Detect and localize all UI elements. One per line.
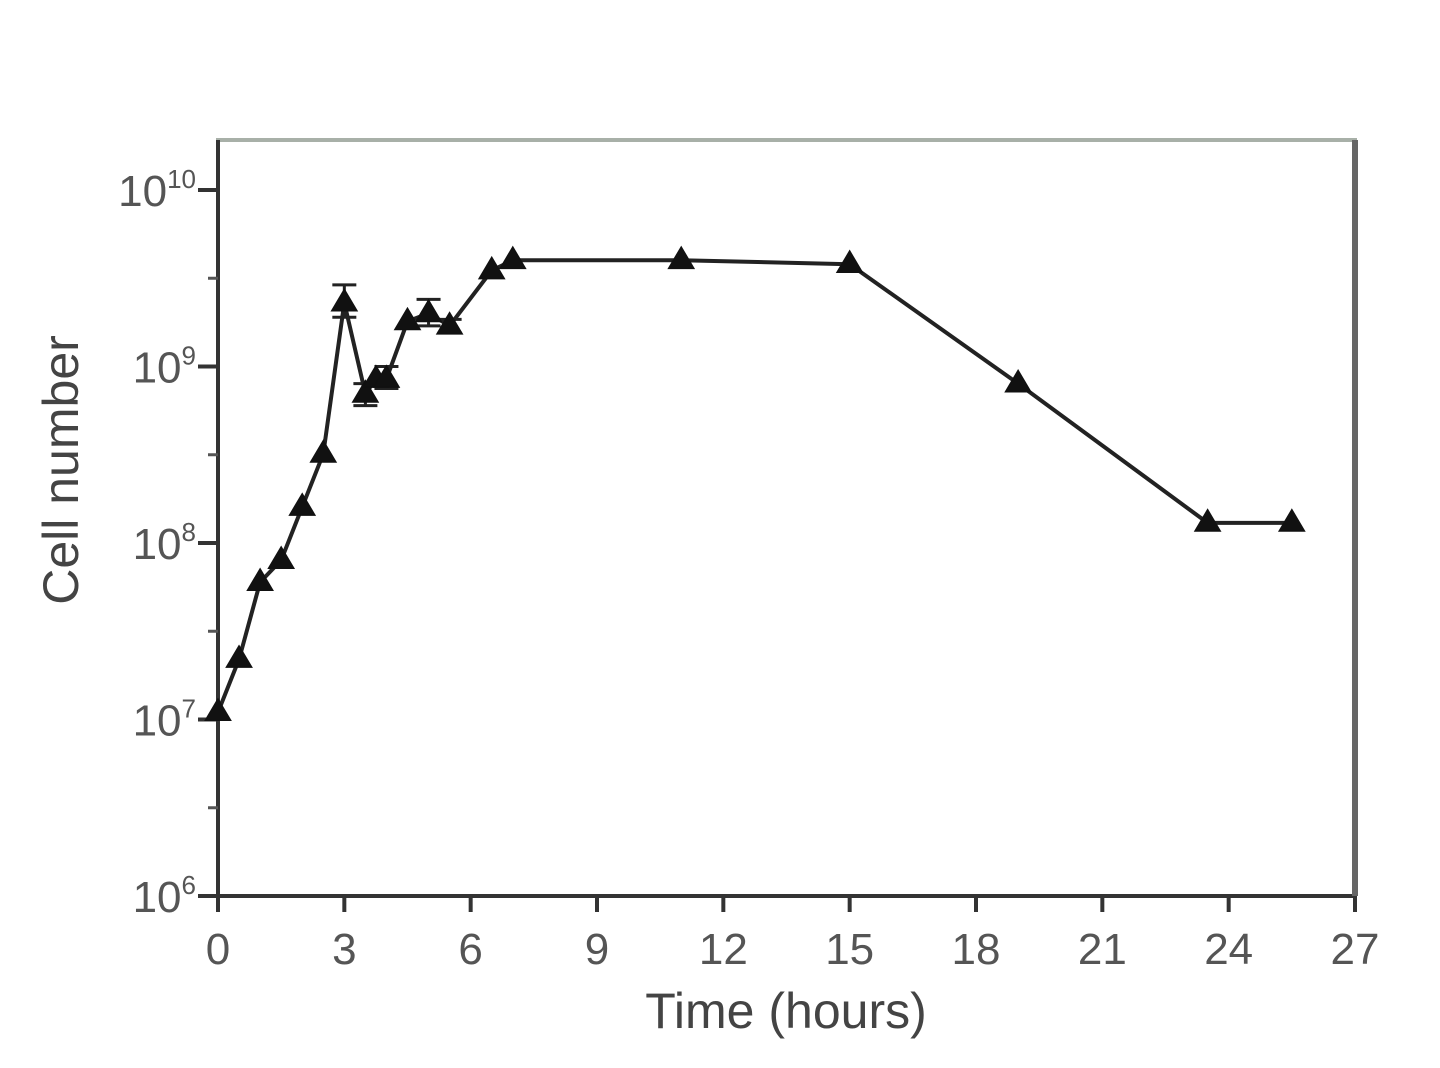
data-point-marker [246,567,274,592]
y-tick-label: 108 [133,517,196,569]
x-tick-label: 18 [952,925,1001,974]
y-tick-label: 107 [133,694,196,746]
data-point-marker [1004,368,1032,393]
data-point-marker [477,255,506,280]
data-point-marker [225,644,253,668]
x-tick-label: 21 [1078,925,1127,974]
x-tick-label: 15 [825,925,874,974]
y-tick-label: 106 [133,870,196,922]
y-tick-label: 1010 [118,164,196,216]
data-point-marker [330,288,359,312]
x-tick-label: 0 [206,925,230,974]
x-tick-label: 12 [699,925,748,974]
y-axis-ticks: 106 107 108 109 1010 [118,164,218,922]
data-point-marker [667,245,696,270]
data-point-marker [372,364,401,388]
data-point-marker [393,306,422,331]
x-tick-label: 27 [1331,925,1380,974]
data-point-marker [288,492,317,516]
data-point-marker [351,379,380,403]
y-axis-title: Cell number [33,335,89,605]
data-point-marker [267,545,296,569]
data-point-marker [1193,508,1222,532]
x-axis-title: Time (hours) [645,983,927,1039]
x-tick-label: 6 [458,925,482,974]
data-point-marker [435,311,464,335]
series-line [216,258,1292,713]
data-point-marker [1277,508,1306,532]
data-point-marker [309,439,338,463]
series-layer [204,245,1306,722]
data-point-marker [498,245,527,270]
data-point-marker [204,697,232,722]
y-tick-label: 109 [133,341,196,393]
plot-frame [216,138,1357,898]
x-tick-label: 3 [332,925,356,974]
x-tick-label: 9 [585,925,609,974]
data-point-marker [835,249,864,274]
x-tick-label: 24 [1204,925,1253,974]
data-point-marker [414,298,443,323]
x-axis-ticks: 0 3 6 9 12 15 18 21 24 27 [206,896,1380,974]
